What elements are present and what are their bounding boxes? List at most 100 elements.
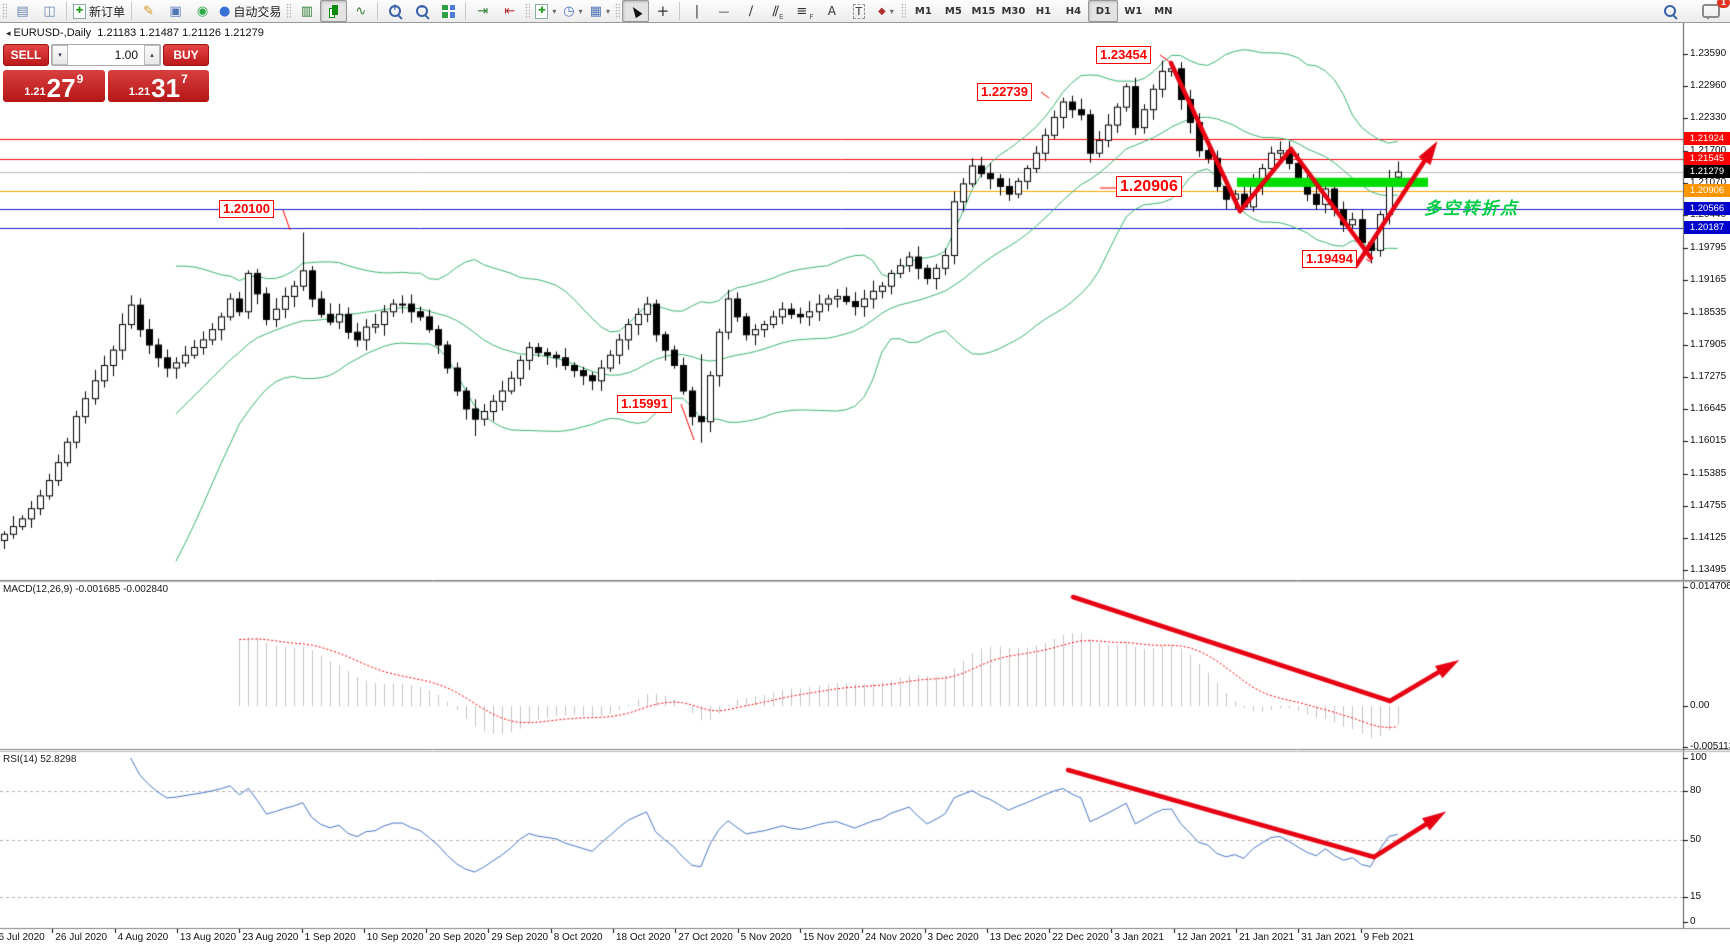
horizontal-line-tool-button[interactable]: — bbox=[710, 0, 737, 22]
autotrade-button[interactable]: ● 自动交易 bbox=[216, 0, 284, 22]
text-tool-button[interactable]: A bbox=[818, 0, 845, 22]
add-indicator-button[interactable]: ✚ ▾ bbox=[532, 0, 559, 22]
date-axis-label: 1 Sep 2020 bbox=[304, 932, 356, 943]
price-axis-label: 1.22330 bbox=[1690, 112, 1727, 123]
timeframe-d1-button[interactable]: D1 bbox=[1088, 0, 1119, 22]
chart-shift-icon: ⇤ bbox=[504, 3, 516, 19]
zoom-in-button[interactable]: + bbox=[381, 0, 408, 22]
fibonacci-tool-button[interactable]: ≡ F bbox=[791, 0, 818, 22]
date-axis-label: 20 Sep 2020 bbox=[429, 932, 486, 943]
price-axis-label: 1.15385 bbox=[1690, 468, 1727, 479]
search-icon bbox=[1663, 5, 1676, 17]
date-axis-label: 16 Jul 2020 bbox=[0, 932, 45, 943]
new-order-label: 新订单 bbox=[89, 4, 126, 19]
shapes-icon: ◆ bbox=[878, 5, 886, 17]
chevron-down-icon: ▾ bbox=[552, 6, 557, 16]
candlestick-chart-button[interactable] bbox=[320, 0, 348, 22]
volume-input[interactable]: 1.00 bbox=[68, 45, 144, 65]
macd-indicator-label: MACD(12,26,9) -0.001685 -0.002840 bbox=[3, 584, 169, 595]
chart-shift-button[interactable]: ⇤ bbox=[496, 0, 523, 22]
price-axis-label: 1.19795 bbox=[1690, 242, 1727, 253]
price-axis-label: 1.18535 bbox=[1690, 307, 1727, 318]
timeframe-m5-button[interactable]: M5 bbox=[944, 5, 962, 17]
date-axis-label: 12 Jan 2021 bbox=[1176, 932, 1232, 943]
notifications-button[interactable]: 1 bbox=[1697, 0, 1730, 22]
timeframe-m15-button[interactable]: M15 bbox=[971, 5, 996, 17]
text-label-tool-button[interactable]: T bbox=[845, 0, 872, 22]
date-axis-label: 4 Aug 2020 bbox=[117, 932, 169, 943]
trendline-tool-button[interactable]: ∕ bbox=[737, 0, 764, 22]
toolbar-right-group: 1 bbox=[1656, 0, 1730, 22]
channel-tool-button[interactable]: ∕∕ E bbox=[764, 0, 791, 22]
crosshair-tool-button[interactable]: + bbox=[649, 0, 676, 22]
text-label-icon: T bbox=[852, 3, 866, 19]
timeframe-w1-button[interactable]: W1 bbox=[1124, 5, 1143, 17]
timeframe-m30-button[interactable]: M30 bbox=[1001, 5, 1026, 17]
price-axis-label: 1.17275 bbox=[1690, 371, 1727, 382]
price-level-badge: 1.21545 bbox=[1684, 152, 1730, 165]
cursor-tool-button[interactable] bbox=[622, 0, 650, 22]
terminal-button[interactable]: ▣ bbox=[162, 0, 189, 22]
date-axis-label: 15 Nov 2020 bbox=[802, 932, 860, 943]
chart-preview-button[interactable]: ◫ bbox=[36, 0, 63, 22]
buy-button[interactable]: BUY bbox=[163, 44, 209, 66]
bar-chart-button[interactable]: ▥ bbox=[293, 0, 320, 22]
tile-windows-button[interactable] bbox=[435, 0, 462, 22]
add-indicator-icon: ✚ bbox=[535, 3, 549, 19]
price-level-badge: 1.21924 bbox=[1684, 132, 1730, 145]
timeframe-m1-button[interactable]: M1 bbox=[914, 5, 932, 17]
price-annotation-label: 1.23454 bbox=[1096, 46, 1151, 64]
timeframe-mn-button[interactable]: MN bbox=[1154, 5, 1173, 17]
price-axis-label: 1.17905 bbox=[1690, 339, 1727, 350]
sell-button[interactable]: SELL bbox=[3, 44, 49, 66]
price-annotation-label: 1.15991 bbox=[617, 395, 672, 413]
one-click-trading-panel: SELL ▾ 1.00 ▴ BUY 1.21 27 9 1.21 31 7 bbox=[3, 44, 209, 102]
date-axis-label: 10 Sep 2020 bbox=[366, 932, 424, 943]
notification-badge: 1 bbox=[1717, 0, 1730, 8]
price-axis-label: 1.22960 bbox=[1690, 80, 1727, 91]
rsi-axis-label: 15 bbox=[1690, 891, 1702, 902]
terminal-icon: ▣ bbox=[169, 3, 182, 19]
templates-button[interactable]: ▦ ▾ bbox=[586, 0, 613, 22]
volume-increase-button[interactable]: ▴ bbox=[144, 45, 160, 65]
collapse-marker-icon[interactable]: ◂ bbox=[6, 28, 11, 38]
price-level-badge: 1.20566 bbox=[1684, 202, 1730, 215]
plus-icon: ✚ bbox=[75, 6, 84, 16]
toolbar-drag-handle bbox=[286, 3, 292, 19]
channel-sub-label: E bbox=[779, 13, 784, 21]
date-axis-label: 13 Aug 2020 bbox=[179, 932, 237, 943]
line-chart-button[interactable]: ∿ bbox=[347, 0, 374, 22]
buy-price-display[interactable]: 1.21 31 7 bbox=[107, 70, 209, 103]
auto-scroll-button[interactable]: ⇥ bbox=[469, 0, 496, 22]
toolbar-separator bbox=[66, 2, 67, 20]
zoom-out-icon: − bbox=[415, 4, 428, 17]
zoom-out-button[interactable]: − bbox=[408, 0, 435, 22]
vertical-line-tool-button[interactable]: | bbox=[683, 0, 710, 22]
new-order-icon: ✚ bbox=[73, 3, 86, 19]
buy-price-big-digits: 31 bbox=[151, 73, 181, 103]
shapes-tool-button[interactable]: ◆ ▾ bbox=[872, 0, 899, 22]
chevron-down-icon: ▾ bbox=[578, 6, 583, 16]
signals-button[interactable]: ◉ bbox=[189, 0, 216, 22]
periods-button[interactable]: ◷ ▾ bbox=[559, 0, 586, 22]
macd-axis-label: -0.005113 bbox=[1690, 741, 1730, 752]
search-button[interactable] bbox=[1656, 0, 1683, 22]
timeframe-h4-button[interactable]: H4 bbox=[1065, 5, 1082, 17]
date-axis-label: 21 Jan 2021 bbox=[1239, 932, 1295, 943]
volume-decrease-button[interactable]: ▾ bbox=[52, 45, 68, 65]
sell-price-display[interactable]: 1.21 27 9 bbox=[3, 70, 105, 102]
timeframe-h1-button[interactable]: H1 bbox=[1035, 5, 1052, 17]
date-axis-label: 3 Jan 2021 bbox=[1114, 932, 1164, 943]
chart-title: ◂ EURUSD-,Daily 1.21183 1.21487 1.21126 1… bbox=[6, 27, 264, 39]
styler-button[interactable]: ✎ bbox=[135, 0, 162, 22]
toolbar-drag-handle bbox=[615, 3, 621, 19]
charts-list-button[interactable]: ▤ bbox=[9, 0, 36, 22]
sell-price-prefix: 1.21 bbox=[24, 86, 46, 98]
line-chart-icon: ∿ bbox=[355, 3, 367, 19]
rsi-axis-label: 80 bbox=[1690, 785, 1702, 796]
price-annotation-label: 1.20906 bbox=[1116, 176, 1182, 197]
new-order-button[interactable]: ✚ 新订单 bbox=[70, 0, 128, 22]
date-axis-label: 13 Dec 2020 bbox=[989, 932, 1047, 943]
date-axis-label: 24 Nov 2020 bbox=[865, 932, 922, 943]
